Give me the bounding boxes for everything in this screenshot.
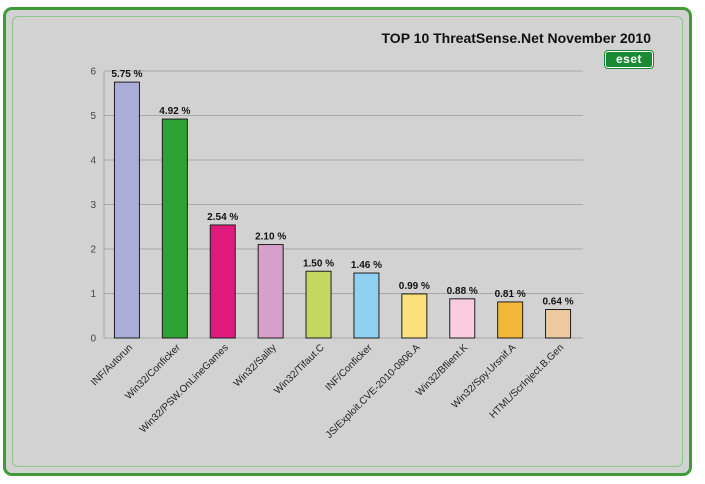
y-tick-label: 6	[90, 67, 96, 78]
chart-frame-inner	[12, 16, 683, 467]
bar	[161, 118, 188, 339]
data-label: 4.92 %	[159, 106, 190, 117]
x-tick-label: INF/Conficker	[324, 342, 375, 393]
x-tick-label: Win32/Sality	[232, 342, 279, 389]
y-tick-label: 2	[90, 245, 96, 256]
x-tick-label: INF/Autorun	[89, 342, 135, 388]
chart-title: TOP 10 ThreatSense.Net November 2010	[381, 30, 652, 46]
data-label: 2.10 %	[255, 232, 286, 243]
y-tick-label: 5	[90, 111, 96, 122]
bar	[545, 309, 572, 339]
bar	[497, 301, 524, 339]
bar	[305, 270, 332, 339]
eset-logo: eset	[605, 51, 653, 68]
data-label: 1.50 %	[303, 258, 334, 269]
bar	[449, 298, 476, 339]
bar	[257, 244, 284, 339]
data-label: 0.64 %	[542, 297, 573, 308]
bar	[353, 272, 380, 339]
bar	[401, 293, 428, 339]
data-label: 2.54 %	[207, 212, 238, 223]
y-tick-label: 3	[90, 200, 96, 211]
data-label: 5.75 %	[111, 69, 142, 80]
y-tick-label: 4	[90, 156, 96, 167]
bar	[113, 81, 140, 339]
data-label: 0.99 %	[399, 281, 430, 292]
y-tick-label: 0	[90, 334, 96, 345]
x-tick-label: JS/Exploit.CVE-2010-0806.A	[324, 342, 423, 441]
y-tick-label: 1	[90, 289, 96, 300]
x-tick-label: Win32/Tifaut.C	[272, 342, 326, 396]
data-label: 1.46 %	[351, 260, 382, 271]
bar	[209, 224, 236, 339]
data-label: 0.88 %	[447, 286, 478, 297]
data-label: 0.81 %	[495, 289, 526, 300]
x-tick-label: Win32/PSW.OnLineGames	[138, 342, 231, 435]
